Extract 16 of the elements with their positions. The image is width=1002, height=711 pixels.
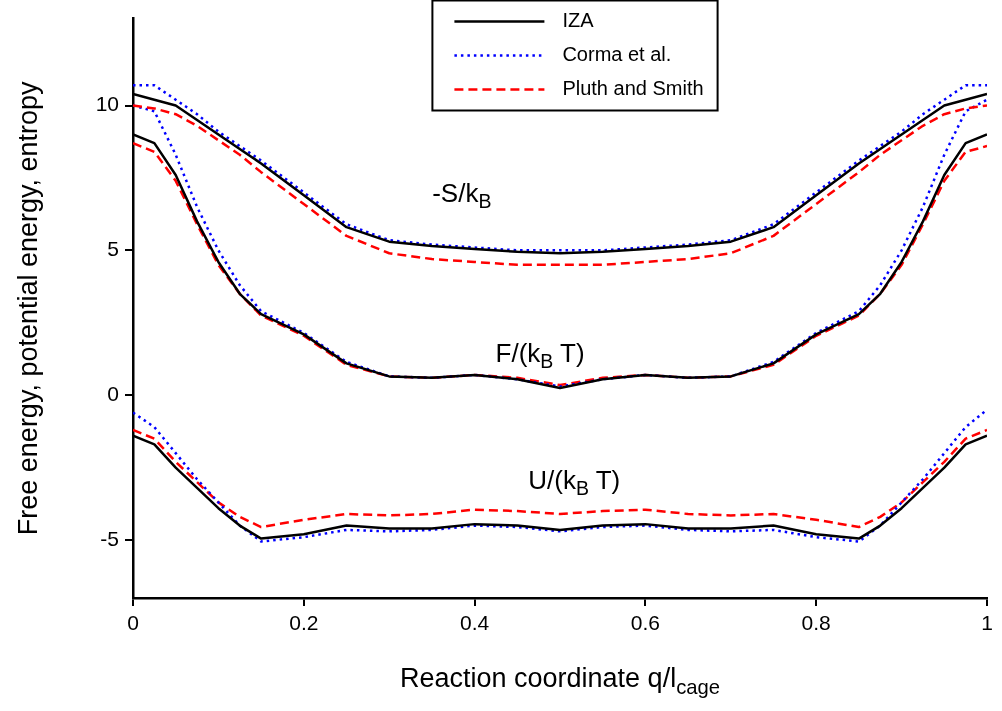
y-tick-label: 5 [107, 237, 119, 261]
x-tick-label: 0.2 [289, 611, 319, 635]
legend-label: Pluth and Smith [562, 77, 704, 100]
y-tick-label: 10 [95, 92, 119, 116]
x-tick-label: 0 [127, 611, 139, 635]
line-series [133, 428, 987, 529]
x-tick-label: 0.8 [801, 611, 831, 635]
x-tick-label: 1 [981, 611, 993, 635]
line-series [133, 408, 987, 543]
x-tick-label: 0.4 [460, 611, 490, 635]
legend-label: Corma et al. [562, 43, 672, 66]
y-tick-label: -5 [100, 526, 119, 550]
y-tick-label: 0 [107, 382, 119, 406]
y-axis-title: Free energy, potential energy, entropy [13, 80, 44, 536]
legend-label: IZA [562, 9, 595, 32]
x-tick-label: 0.6 [630, 611, 660, 635]
